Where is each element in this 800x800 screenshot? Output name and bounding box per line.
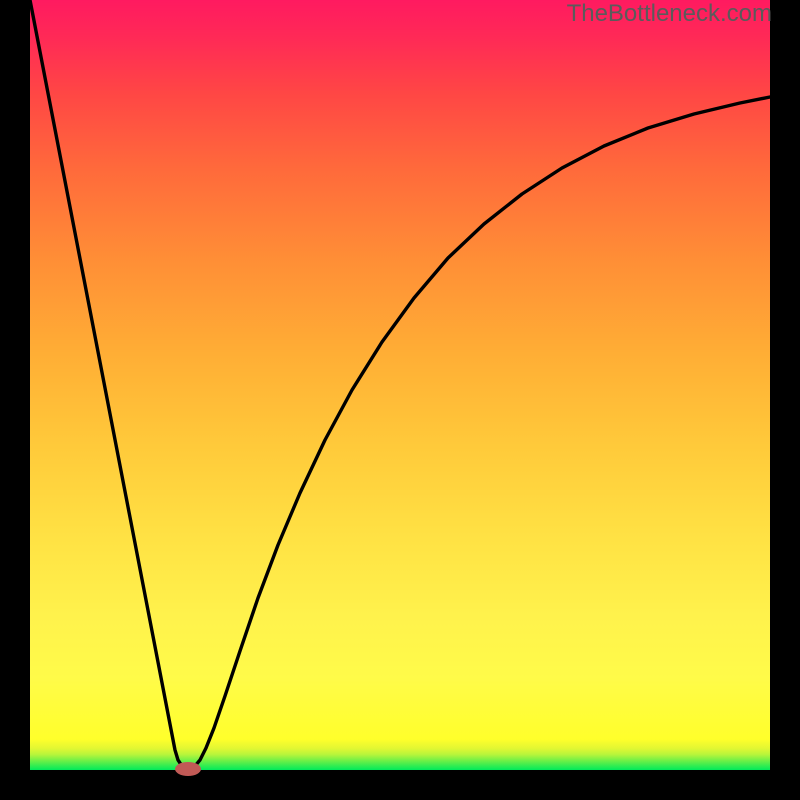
plot-area <box>30 0 770 770</box>
curve-layer <box>30 0 770 770</box>
optimum-marker <box>175 762 201 776</box>
watermark-text: TheBottleneck.com <box>567 0 772 28</box>
bottleneck-curve <box>30 0 770 769</box>
